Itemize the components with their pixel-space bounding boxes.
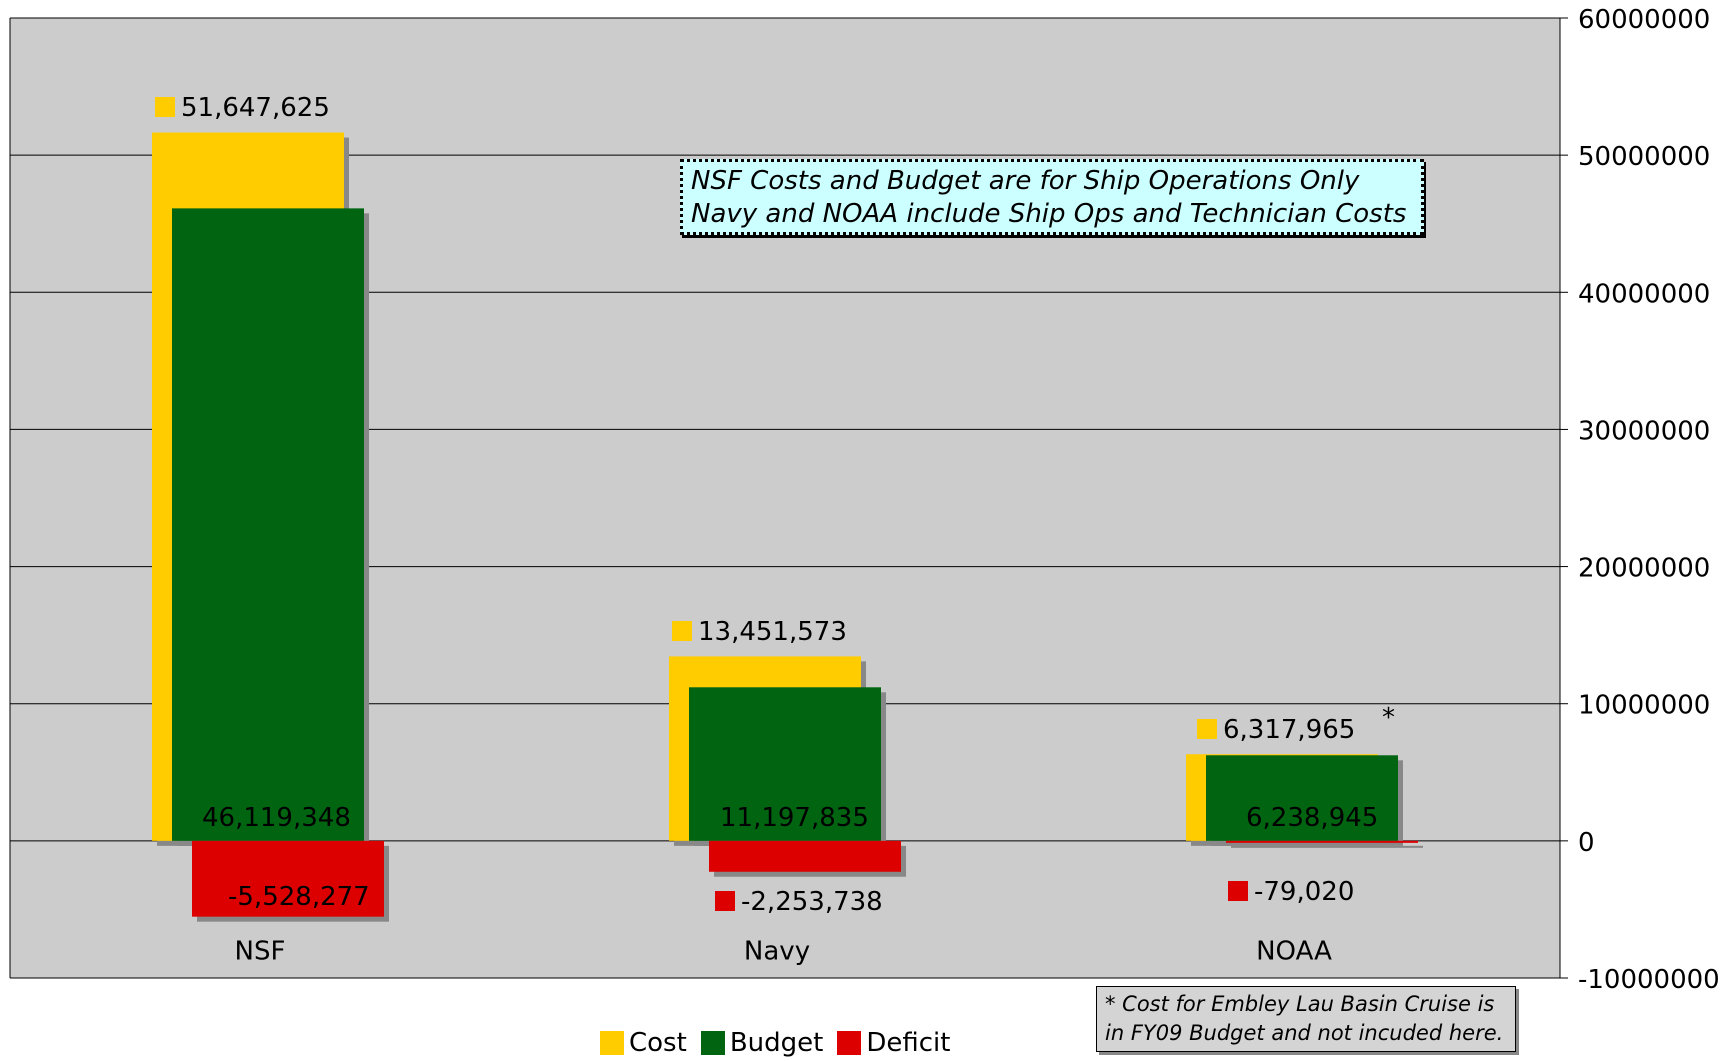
y-tick-label: 20000000 xyxy=(1578,554,1710,584)
y-tick-label: 40000000 xyxy=(1578,279,1710,309)
data-label-deficit-noaa: -79,020 xyxy=(1254,877,1354,907)
legend-swatch-budget xyxy=(700,1031,725,1055)
footnote-line-1: * Cost for Embley Lau Basin Cruise is xyxy=(1105,992,1495,1016)
legend-label-deficit: Deficit xyxy=(866,1028,951,1058)
legend-item-budget: Budget xyxy=(700,1028,824,1058)
legend-swatch-deficit xyxy=(837,1031,862,1055)
bar-budget-noaa xyxy=(1206,755,1398,841)
data-label-budget-noaa: 6,238,945 xyxy=(1246,803,1378,833)
footnote-box: * Cost for Embley Lau Basin Cruise is in… xyxy=(1096,986,1516,1052)
label-swatch-cost xyxy=(155,97,175,117)
data-label-deficit-navy: -2,253,738 xyxy=(741,887,883,917)
y-axis: 60000000 50000000 40000000 30000000 20000000… xyxy=(9,5,1720,995)
y-tick-label: 30000000 xyxy=(1578,416,1710,446)
annotation-line-2: Navy and NOAA include Ship Ops and Techn… xyxy=(691,199,1407,229)
data-label-cost-nsf: 51,647,625 xyxy=(181,93,330,123)
y-tick-label: 60000000 xyxy=(1578,5,1710,35)
data-label-deficit-nsf: -5,528,277 xyxy=(228,882,370,912)
data-label-budget-navy: 11,197,835 xyxy=(720,803,869,833)
bar-shadow xyxy=(1231,845,1423,848)
data-labels: 51,647,625 46,119,348 -5,528,277 13,451,573… xyxy=(155,93,1395,917)
bar-budget-navy xyxy=(689,687,881,841)
data-label-cost-navy: 13,451,573 xyxy=(698,617,847,647)
category-label-nsf: NSF xyxy=(235,937,286,967)
y-tick-label: 0 xyxy=(1578,828,1595,858)
category-label-navy: Navy xyxy=(744,937,810,967)
annotation-box: NSF Costs and Budget are for Ship Operat… xyxy=(680,159,1424,235)
category-labels: NSF Navy NOAA xyxy=(235,937,1333,967)
y-tick-label: 10000000 xyxy=(1578,691,1710,721)
category-label-noaa: NOAA xyxy=(1256,937,1332,967)
label-swatch-deficit xyxy=(715,891,735,911)
bar-deficit-noaa xyxy=(1226,840,1418,843)
label-swatch-cost xyxy=(672,621,692,641)
y-tick-label: 50000000 xyxy=(1578,142,1710,172)
legend: Cost Budget Deficit xyxy=(600,1025,950,1061)
footnote-line-2: in FY09 Budget and not incuded here. xyxy=(1105,1021,1504,1045)
bar-deficit-nsf xyxy=(192,840,384,917)
data-label-cost-noaa: 6,317,965 xyxy=(1223,715,1355,745)
legend-item-deficit: Deficit xyxy=(837,1028,950,1058)
annotation-line-1: NSF Costs and Budget are for Ship Operat… xyxy=(691,166,1360,196)
bars xyxy=(152,132,1423,922)
bar-budget-nsf xyxy=(172,208,364,841)
bar-deficit-navy xyxy=(709,840,901,872)
noaa-asterisk: * xyxy=(1382,703,1395,733)
data-label-budget-nsf: 46,119,348 xyxy=(202,803,351,833)
legend-swatch-cost xyxy=(600,1031,624,1055)
y-tick-label: -10000000 xyxy=(1578,965,1720,995)
label-swatch-cost xyxy=(1197,719,1217,739)
legend-label-cost: Cost xyxy=(629,1028,687,1058)
label-swatch-deficit xyxy=(1228,881,1248,901)
legend-label-budget: Budget xyxy=(729,1028,824,1058)
legend-item-cost: Cost xyxy=(600,1028,687,1058)
